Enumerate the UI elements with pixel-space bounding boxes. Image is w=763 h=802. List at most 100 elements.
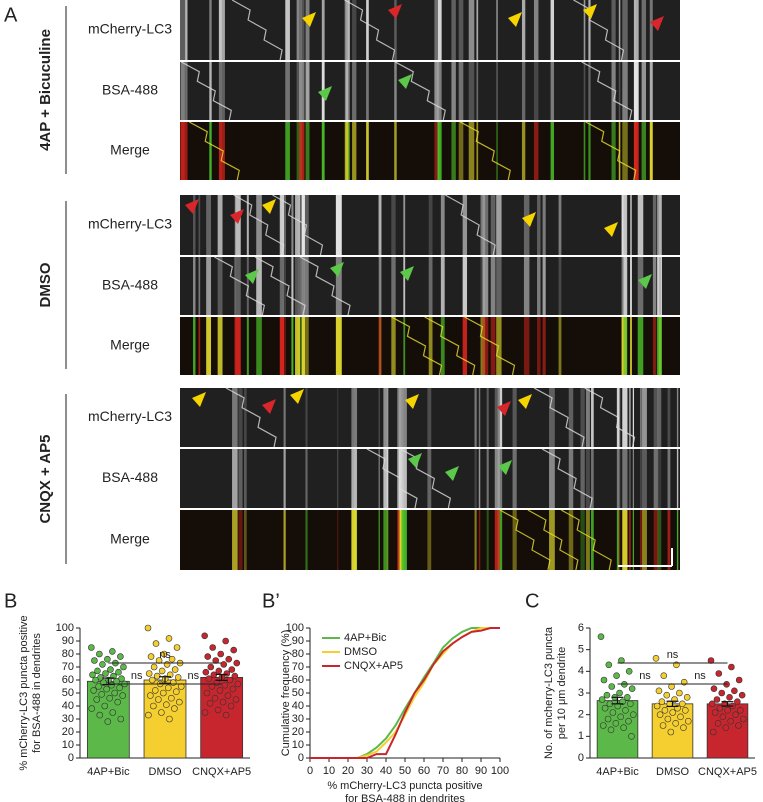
kymograph-track (233, 194, 285, 256)
kymograph-stripe (512, 510, 517, 570)
y-tick-label: 70 (62, 661, 74, 673)
data-point (228, 666, 236, 673)
x-tick-label: 100 (491, 765, 509, 777)
kymograph (180, 62, 680, 120)
arrowhead (445, 466, 459, 481)
data-point (625, 717, 632, 725)
kymograph-stripe (583, 122, 586, 180)
kymograph-stripe (642, 510, 647, 570)
data-point (603, 691, 611, 699)
arrowhead (408, 453, 422, 468)
kymograph-stripe (295, 195, 301, 255)
kymograph-stripe (568, 388, 574, 447)
kymograph-stripe (434, 0, 438, 60)
significance-label: ns (159, 649, 171, 661)
kymograph-stripe (537, 257, 541, 315)
significance-label: ns (131, 670, 143, 682)
kymograph-stripe (399, 510, 403, 570)
kymograph-stripe (428, 257, 433, 315)
panel-label: B’ (262, 590, 280, 612)
data-point (168, 694, 175, 702)
kymograph-stripe (394, 0, 397, 60)
kymograph-stripe (246, 195, 249, 255)
data-point (202, 668, 210, 676)
kymograph-stripe (256, 195, 262, 255)
y-tick-label: 5 (578, 644, 584, 656)
data-point (90, 687, 97, 694)
kymograph-stripe (616, 449, 620, 508)
kymograph-track (444, 194, 496, 256)
kymograph-stripe (568, 510, 574, 570)
kymograph-stripe (394, 122, 397, 180)
kymograph-stripe (378, 195, 382, 255)
kymograph-stripe (580, 510, 585, 570)
kymograph-stripe (366, 0, 369, 60)
kymograph-stripe (521, 0, 526, 60)
kymograph-stripe (642, 388, 647, 447)
kymograph-stripe (451, 122, 456, 180)
data-point (718, 689, 726, 697)
panel-label: A (4, 4, 18, 26)
kymograph-track (533, 387, 585, 448)
data-point (667, 728, 675, 736)
kymograph-stripe (399, 388, 403, 447)
kymograph-stripe (550, 62, 555, 120)
kymograph-stripe (397, 388, 400, 447)
kymograph-stripe (299, 0, 305, 60)
data-point (223, 670, 231, 677)
kymograph-stripe (383, 510, 389, 570)
data-point (722, 724, 730, 731)
data-point (117, 653, 124, 660)
kymograph-stripe (490, 257, 496, 315)
kymograph (180, 122, 680, 180)
row-label: BSA-488 (102, 277, 158, 293)
kymograph-stripe (533, 0, 539, 60)
kymograph-stripe (283, 388, 286, 447)
kymograph-stripe (616, 510, 620, 570)
kymograph (180, 388, 680, 447)
data-point (628, 685, 636, 692)
kymograph-stripe (180, 122, 185, 180)
kymograph-stripe (474, 388, 477, 447)
kymograph-stripe (235, 317, 241, 375)
kymograph-stripe (403, 317, 406, 375)
x-tick-label: DMSO (149, 766, 182, 778)
arrowhead (650, 16, 664, 31)
kymograph-stripe (618, 62, 621, 120)
kymograph-stripe (632, 388, 635, 447)
kymograph-stripe (667, 388, 671, 447)
data-point (152, 640, 160, 647)
y-tick-label: 0 (578, 752, 584, 764)
data-point (708, 700, 716, 708)
data-point (711, 709, 719, 716)
kymograph-stripe (474, 449, 477, 508)
data-point (683, 694, 691, 701)
data-point (613, 672, 620, 679)
kymograph-track (272, 194, 324, 256)
kymograph-stripe (403, 195, 406, 255)
kymograph-stripe (611, 122, 616, 180)
kymograph-stripe (623, 257, 628, 315)
kymograph-stripe (291, 257, 294, 315)
kymograph-stripe (217, 317, 223, 375)
kymograph-stripe (238, 449, 243, 508)
kymograph-stripe (440, 257, 445, 315)
kymograph-stripe (234, 317, 236, 375)
kymograph-stripe (494, 510, 500, 570)
kymograph-stripe (486, 510, 489, 570)
x-tick-label: 40 (380, 765, 392, 777)
kymograph-stripe (496, 257, 502, 315)
data-point (214, 706, 222, 714)
kymograph-stripe (657, 388, 662, 447)
kymograph-track (181, 61, 232, 121)
data-point (622, 707, 629, 714)
data-point (95, 683, 102, 690)
kymograph-stripe (640, 388, 642, 447)
x-tick-label: 10 (323, 765, 335, 777)
arrowhead (497, 401, 511, 416)
kymograph-stripe (542, 257, 546, 315)
kymograph-stripe (657, 510, 662, 570)
data-point (676, 689, 683, 697)
kymograph-track (188, 121, 240, 181)
data-point (211, 694, 219, 702)
